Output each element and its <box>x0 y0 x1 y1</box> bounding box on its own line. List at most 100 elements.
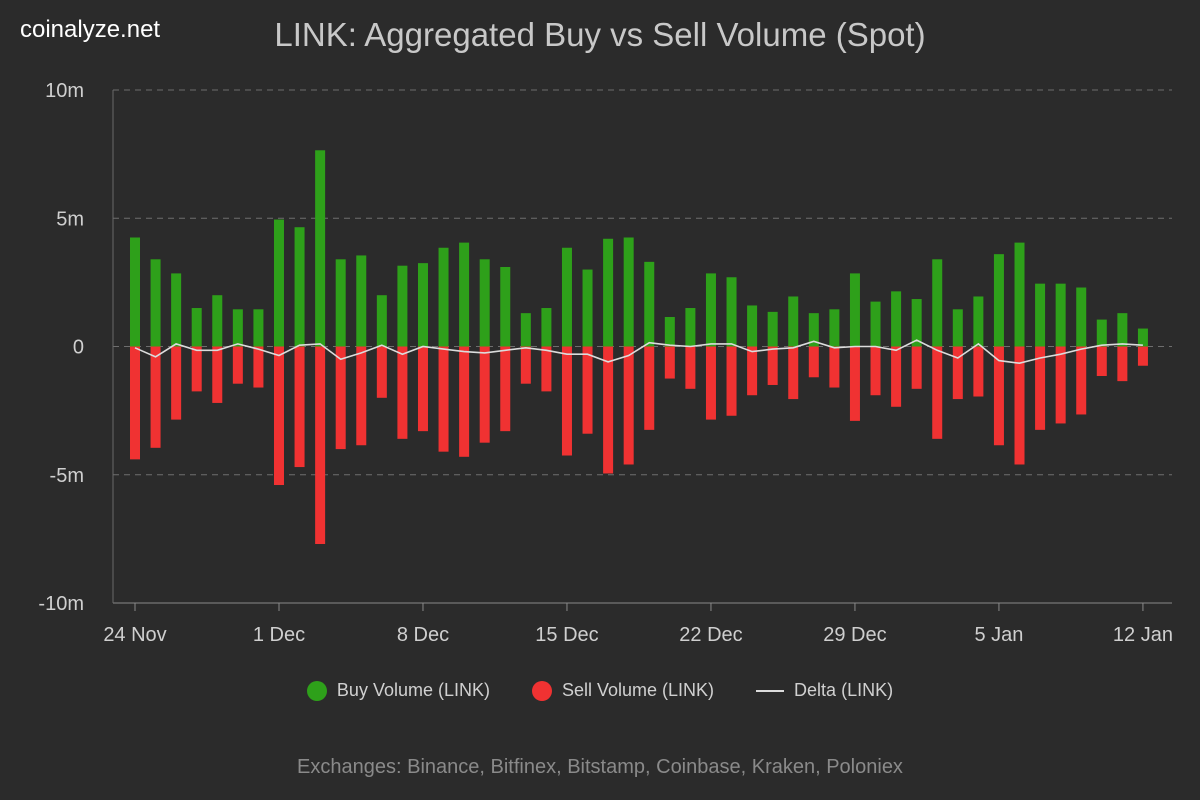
sell-volume-bar <box>561 346 572 456</box>
sell-volume-bar <box>212 346 223 403</box>
buy-volume-bar <box>747 305 758 347</box>
buy-volume-bar <box>294 227 305 347</box>
sell-volume-bar <box>1076 346 1087 415</box>
delta-series <box>134 339 1143 365</box>
sell-volume-bar <box>932 346 943 439</box>
buy-volume-series <box>130 150 1148 347</box>
gridlines <box>113 89 1172 476</box>
sell-volume-bar <box>603 346 614 474</box>
buy-volume-bar <box>849 273 860 347</box>
legend-label-sell: Sell Volume (LINK) <box>561 680 715 700</box>
sell-volume-bar <box>952 346 963 400</box>
sell-volume-bar <box>253 346 264 388</box>
buy-volume-bar <box>130 237 140 347</box>
legend-item-buy[interactable]: Buy Volume (LINK) <box>306 680 490 701</box>
buy-volume-bar <box>1055 283 1066 347</box>
sell-volume-bar <box>356 346 367 446</box>
buy-volume-bar <box>993 254 1004 347</box>
legend: Buy Volume (LINK) Sell Volume (LINK) Del… <box>0 680 1200 701</box>
buy-volume-bar <box>356 255 367 347</box>
buy-volume-bar <box>911 299 922 347</box>
sell-volume-bar <box>870 346 881 396</box>
sell-volume-bar <box>973 346 984 397</box>
sell-volume-bar <box>1137 346 1148 366</box>
sell-volume-bar <box>582 346 593 434</box>
buy-volume-bar <box>603 238 614 347</box>
sell-volume-marker-icon <box>531 680 552 701</box>
buy-volume-bar <box>335 259 346 347</box>
buy-volume-bar <box>623 237 634 347</box>
buy-volume-bar <box>664 317 675 347</box>
buy-volume-bar <box>1096 319 1107 347</box>
legend-item-sell[interactable]: Sell Volume (LINK) <box>531 680 715 701</box>
buy-volume-bar <box>870 301 881 347</box>
sell-volume-bar <box>788 346 799 400</box>
sell-volume-bar <box>1014 346 1025 465</box>
buy-volume-bar <box>808 313 819 347</box>
sell-volume-bar <box>232 346 243 384</box>
sell-volume-bar <box>623 346 634 465</box>
x-tick-label: 15 Dec <box>535 624 598 646</box>
delta-line <box>134 339 1143 365</box>
sell-volume-bar <box>1055 346 1066 424</box>
site-name[interactable]: coinalyze.net <box>20 16 161 43</box>
buy-volume-bar <box>829 309 840 347</box>
y-tick-label: -5m <box>50 465 84 487</box>
buy-volume-bar <box>726 277 737 347</box>
buy-volume-bar <box>1137 328 1148 347</box>
chart-title: LINK: Aggregated Buy vs Sell Volume (Spo… <box>274 16 926 53</box>
buy-volume-bar <box>973 296 984 347</box>
x-tick-label: 29 Dec <box>823 624 886 646</box>
sell-volume-bar <box>171 346 182 420</box>
y-tick-label: 0 <box>73 337 84 359</box>
legend-label-buy: Buy Volume (LINK) <box>336 680 490 700</box>
sell-volume-bar <box>397 346 408 439</box>
sell-volume-bar <box>993 346 1004 446</box>
x-tick-label: 1 Dec <box>253 624 305 646</box>
buy-volume-bar <box>582 269 593 347</box>
sell-volume-bar <box>911 346 922 389</box>
buy-volume-bar <box>376 295 387 347</box>
sell-volume-bar <box>891 346 902 407</box>
buy-volume-bar <box>520 313 531 347</box>
sell-volume-bar <box>191 346 202 392</box>
buy-volume-bar <box>788 296 799 347</box>
buy-volume-bar <box>952 309 963 347</box>
sell-volume-bar <box>685 346 696 389</box>
x-tick-label: 24 Nov <box>103 624 166 646</box>
buy-volume-bar <box>705 273 716 347</box>
sell-volume-bar <box>747 346 758 396</box>
sell-volume-bar <box>294 346 305 468</box>
legend-item-delta[interactable]: Delta (LINK) <box>756 680 893 701</box>
sell-volume-bar <box>438 346 449 452</box>
buy-volume-bar <box>479 259 490 347</box>
sell-volume-bar <box>664 346 675 379</box>
sell-volume-bar <box>459 346 470 457</box>
buy-volume-bar <box>1076 287 1087 347</box>
x-tick-label: 8 Dec <box>397 624 449 646</box>
sell-volume-series <box>130 346 1148 545</box>
buy-volume-bar <box>212 295 223 347</box>
buy-volume-bar <box>644 261 655 347</box>
buy-volume-bar <box>1035 283 1046 347</box>
buy-volume-marker-icon <box>306 680 327 701</box>
buy-volume-bar <box>541 308 552 347</box>
buy-volume-bar <box>500 266 511 347</box>
buy-volume-bar <box>459 242 470 347</box>
x-tick-label: 22 Dec <box>679 624 742 646</box>
buy-volume-bar <box>315 150 326 347</box>
sell-volume-bar <box>1035 346 1046 430</box>
buy-volume-bar <box>438 247 449 347</box>
y-tick-label: 5m <box>56 208 84 230</box>
buy-volume-bar <box>273 219 284 347</box>
sell-volume-bar <box>273 346 284 486</box>
sell-volume-bar <box>500 346 511 432</box>
y-axis-ticks: 10m 5m 0 -5m -10m <box>38 80 84 615</box>
sell-volume-bar <box>1096 346 1107 376</box>
buy-volume-bar <box>417 263 428 347</box>
sell-volume-bar <box>644 346 655 430</box>
x-tick-label: 5 Jan <box>974 624 1023 646</box>
sell-volume-bar <box>315 346 326 545</box>
exchanges-footer: Exchanges: Binance, Bitfinex, Bitstamp, … <box>297 756 903 778</box>
sell-volume-bar <box>335 346 346 450</box>
